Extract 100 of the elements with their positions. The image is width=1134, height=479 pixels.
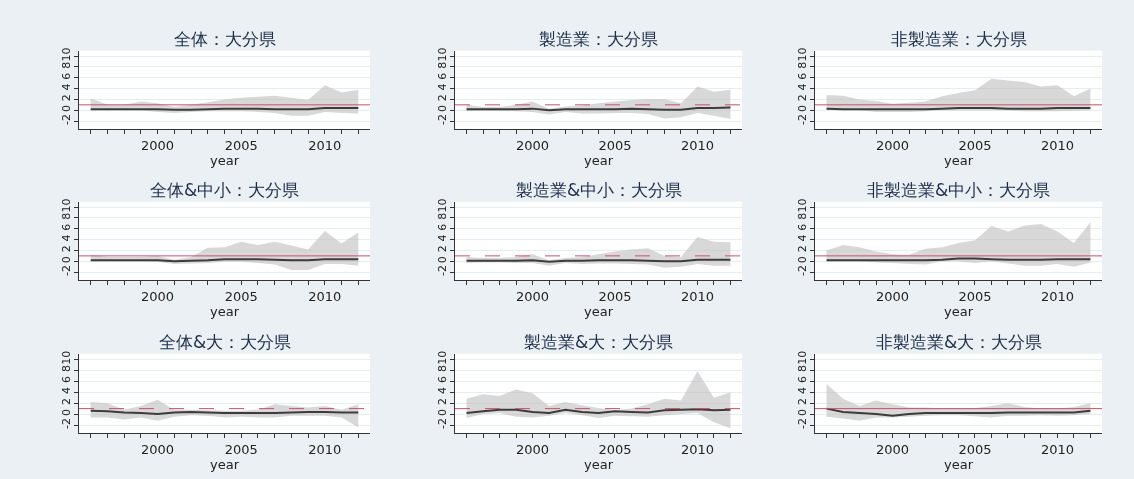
x-tick-label: 2000 bbox=[141, 137, 175, 153]
y-tick-label: 10 bbox=[795, 47, 809, 62]
y-tick-label: 4 bbox=[59, 234, 73, 242]
x-tick-label: 2005 bbox=[598, 441, 632, 457]
y-tick-label: 0 bbox=[435, 105, 449, 113]
x-tick-label: 2000 bbox=[875, 441, 910, 457]
y-tick-label: 4 bbox=[59, 83, 73, 91]
x-tick-label: 2005 bbox=[598, 288, 632, 304]
chart-title: 全体&大：大分県 bbox=[159, 332, 292, 352]
y-tick-label: 4 bbox=[435, 83, 449, 91]
y-tick-label: -2 bbox=[435, 113, 449, 125]
y-tick-label: 6 bbox=[435, 223, 449, 231]
y-tick-label: 6 bbox=[795, 72, 809, 80]
y-tick-label: 6 bbox=[435, 72, 449, 80]
y-tick-label: 0 bbox=[795, 256, 809, 264]
y-tick-label: 4 bbox=[435, 387, 449, 395]
y-tick-label: -2 bbox=[795, 264, 809, 276]
x-tick-label: 2010 bbox=[680, 137, 715, 153]
y-tick-label: 8 bbox=[795, 61, 809, 69]
y-tick-label: 8 bbox=[435, 365, 449, 373]
x-tick-label: 2005 bbox=[598, 137, 632, 153]
x-axis-title: year bbox=[583, 456, 614, 472]
y-tick-label: 4 bbox=[795, 83, 809, 91]
y-tick-label: 4 bbox=[435, 234, 449, 242]
y-tick-label: 0 bbox=[435, 408, 449, 416]
x-tick-label: 2000 bbox=[875, 288, 910, 304]
y-tick-label: 10 bbox=[435, 198, 449, 213]
x-axis-title: year bbox=[943, 456, 974, 472]
x-axis-title: year bbox=[209, 303, 240, 319]
x-tick-label: 2010 bbox=[680, 441, 715, 457]
y-tick-label: 10 bbox=[795, 350, 809, 365]
x-tick-label: 2000 bbox=[515, 288, 550, 304]
x-axis-title: year bbox=[209, 152, 240, 168]
y-tick-label: 6 bbox=[59, 72, 73, 80]
y-tick-label: -2 bbox=[435, 417, 449, 429]
y-tick-label: 8 bbox=[59, 365, 73, 373]
y-tick-label: 10 bbox=[435, 350, 449, 365]
y-tick-label: 2 bbox=[59, 397, 73, 405]
y-tick-label: 2 bbox=[435, 245, 449, 253]
y-tick-label: -2 bbox=[59, 113, 73, 125]
chart-title: 製造業&中小：大分県 bbox=[516, 180, 683, 200]
y-tick-label: -2 bbox=[795, 417, 809, 429]
y-tick-label: 8 bbox=[795, 212, 809, 220]
y-tick-label: 2 bbox=[795, 245, 809, 253]
x-axis-title: year bbox=[943, 152, 974, 168]
y-tick-label: 0 bbox=[59, 105, 73, 113]
y-tick-label: 10 bbox=[59, 350, 73, 365]
x-axis-title: year bbox=[583, 152, 614, 168]
y-tick-label: 8 bbox=[59, 61, 73, 69]
chart-title: 非製造業&中小：大分県 bbox=[867, 180, 1051, 200]
x-tick-label: 2000 bbox=[515, 441, 550, 457]
y-tick-label: 0 bbox=[795, 105, 809, 113]
chart-title: 製造業：大分県 bbox=[539, 29, 658, 49]
y-tick-label: 4 bbox=[795, 387, 809, 395]
y-tick-label: 2 bbox=[59, 245, 73, 253]
y-tick-label: 10 bbox=[59, 47, 73, 62]
y-tick-label: 0 bbox=[435, 256, 449, 264]
y-tick-label: 8 bbox=[59, 212, 73, 220]
x-tick-label: 2005 bbox=[958, 137, 992, 153]
x-tick-label: 2005 bbox=[224, 137, 258, 153]
y-tick-label: 8 bbox=[435, 212, 449, 220]
chart-title: 全体&中小：大分県 bbox=[150, 180, 300, 200]
y-tick-label: 6 bbox=[795, 223, 809, 231]
x-tick-label: 2010 bbox=[1040, 441, 1075, 457]
y-tick-label: -2 bbox=[795, 113, 809, 125]
x-axis-title: year bbox=[209, 456, 240, 472]
y-tick-label: 0 bbox=[795, 408, 809, 416]
y-tick-label: 10 bbox=[795, 198, 809, 213]
y-tick-label: -2 bbox=[435, 264, 449, 276]
chart-title: 非製造業：大分県 bbox=[891, 29, 1027, 49]
y-tick-label: 2 bbox=[795, 397, 809, 405]
x-tick-label: 2010 bbox=[308, 441, 342, 457]
line-series bbox=[825, 407, 1092, 417]
y-tick-label: 4 bbox=[795, 234, 809, 242]
x-tick-label: 2000 bbox=[515, 137, 550, 153]
x-axis-title: year bbox=[583, 303, 614, 319]
x-tick-label: 2010 bbox=[680, 288, 715, 304]
y-tick-label: 6 bbox=[59, 376, 73, 384]
x-tick-label: 2005 bbox=[958, 288, 992, 304]
y-tick-label: 2 bbox=[435, 94, 449, 102]
y-tick-label: 2 bbox=[795, 94, 809, 102]
x-tick-label: 2010 bbox=[1040, 288, 1075, 304]
x-tick-label: 2005 bbox=[958, 441, 992, 457]
y-tick-label: 2 bbox=[59, 94, 73, 102]
x-tick-label: 2005 bbox=[224, 288, 258, 304]
y-tick-label: 8 bbox=[435, 61, 449, 69]
chart-title: 全体：大分県 bbox=[174, 29, 276, 49]
chart-title: 非製造業&大：大分県 bbox=[876, 332, 1043, 352]
y-tick-label: 8 bbox=[795, 365, 809, 373]
x-tick-label: 2005 bbox=[224, 441, 258, 457]
y-tick-label: 10 bbox=[435, 47, 449, 62]
x-tick-label: 2000 bbox=[141, 441, 175, 457]
x-tick-label: 2000 bbox=[141, 288, 175, 304]
y-tick-label: -2 bbox=[59, 417, 73, 429]
y-tick-label: 10 bbox=[59, 198, 73, 213]
y-tick-label: 0 bbox=[59, 408, 73, 416]
y-tick-label: 0 bbox=[59, 256, 73, 264]
x-tick-label: 2010 bbox=[308, 288, 342, 304]
y-tick-label: 2 bbox=[435, 397, 449, 405]
chart-title: 製造業&大：大分県 bbox=[524, 332, 674, 352]
